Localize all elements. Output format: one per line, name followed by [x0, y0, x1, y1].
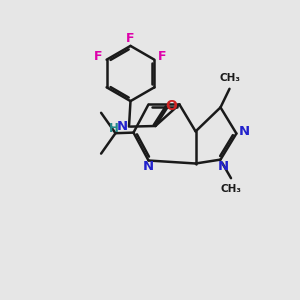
Text: F: F: [126, 32, 135, 45]
Text: N: N: [142, 160, 154, 173]
Text: CH₃: CH₃: [221, 184, 242, 194]
Text: F: F: [158, 50, 167, 63]
Text: O: O: [165, 99, 177, 112]
Text: H: H: [109, 122, 119, 135]
Text: N: N: [117, 119, 128, 133]
Text: N: N: [217, 160, 229, 173]
Text: N: N: [238, 124, 250, 138]
Text: CH₃: CH₃: [219, 74, 240, 83]
Text: F: F: [94, 50, 103, 63]
